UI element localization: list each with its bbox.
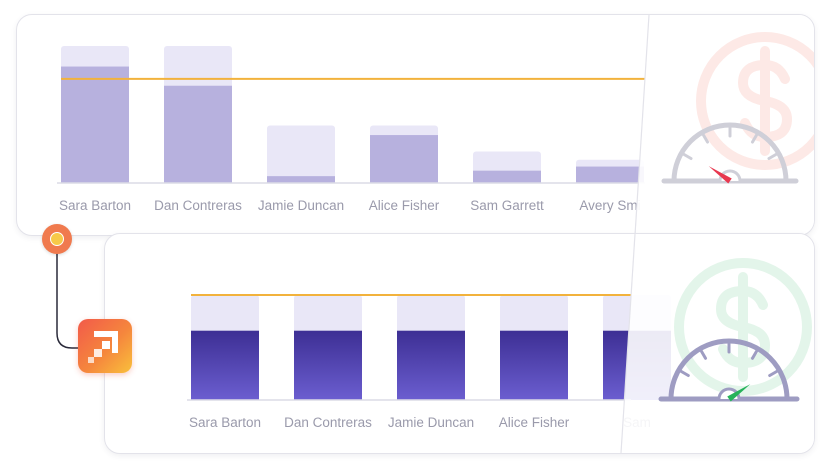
app-logo-icon[interactable] xyxy=(78,319,132,373)
category-label: Alice Fisher xyxy=(369,198,440,213)
chart-card-before: Sara Barton Dan Contreras Jamie Duncan Alic… xyxy=(16,14,815,236)
dollar-sign-icon xyxy=(674,258,812,396)
bar-value[interactable] xyxy=(576,166,644,183)
chart-card-after: Sara Barton Dan Contreras Jamie Duncan Alic… xyxy=(104,233,815,454)
category-label: Jamie Duncan xyxy=(258,198,344,213)
bar-value[interactable] xyxy=(397,330,465,400)
bar-value[interactable] xyxy=(267,176,335,183)
category-label: Sara Barton xyxy=(189,415,261,430)
category-label: Sara Barton xyxy=(59,198,131,213)
category-label: Alice Fisher xyxy=(499,415,570,430)
bar-value[interactable] xyxy=(370,135,438,183)
category-label: Jamie Duncan xyxy=(388,415,474,430)
speedometer-icon xyxy=(658,338,800,402)
bar-capacity[interactable] xyxy=(267,125,335,183)
bar-value[interactable] xyxy=(473,170,541,183)
bar-value[interactable] xyxy=(500,330,568,400)
panel-divider xyxy=(634,15,650,235)
panel-divider xyxy=(620,234,636,453)
category-label: Dan Contreras xyxy=(154,198,242,213)
app-logo-glyph xyxy=(88,331,118,363)
gauge-needle xyxy=(708,166,732,184)
category-label: Sam Garrett xyxy=(470,198,544,213)
status-dot-icon[interactable] xyxy=(42,224,72,254)
bar-value[interactable] xyxy=(294,330,362,400)
bar-value[interactable] xyxy=(61,66,129,183)
bar-chart-after: Sara Barton Dan Contreras Jamie Duncan Alic… xyxy=(187,234,814,453)
speedometer-icon xyxy=(661,122,799,184)
bar-chart-before: Sara Barton Dan Contreras Jamie Duncan Alic… xyxy=(57,15,814,235)
bar-value[interactable] xyxy=(164,85,232,183)
gauge-needle xyxy=(727,384,751,402)
status-dot-inner xyxy=(50,232,64,246)
category-label: Avery Smi xyxy=(579,198,640,213)
connector-line xyxy=(56,252,80,349)
category-label: Dan Contreras xyxy=(284,415,372,430)
bar-value[interactable] xyxy=(191,330,259,400)
